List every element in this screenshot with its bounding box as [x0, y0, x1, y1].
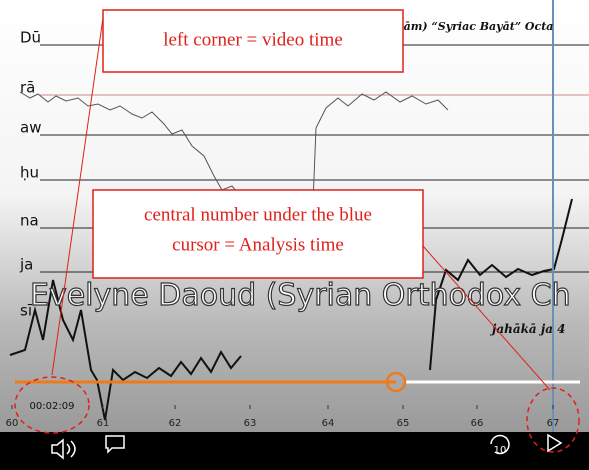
video-title: Evelyne Daoud (Syrian Orthodox Ch [30, 278, 571, 313]
annotation-text: left corner = video time [163, 29, 343, 50]
time-tick-label: 63 [244, 418, 257, 429]
time-tick-label: 65 [397, 418, 410, 429]
video-player: Dūrāawḥunajasī (maqām) “Syriac Bayāt” Oc… [0, 0, 589, 470]
pitch-label: Dū [20, 29, 41, 47]
time-tick-label: 64 [322, 418, 335, 429]
time-tick-label: 62 [169, 418, 182, 429]
time-tick-label: 66 [471, 418, 484, 429]
time-tick-label: 60 [6, 418, 19, 429]
pitch-label: ḥu [20, 164, 39, 182]
pitch-label: ja [19, 256, 33, 274]
video-time: 00:02:09 [30, 401, 75, 412]
rewind-seconds: 10 [494, 445, 507, 456]
annotation-text: cursor = Analysis time [172, 234, 344, 255]
page: Dūrāawḥunajasī (maqām) “Syriac Bayāt” Oc… [0, 0, 589, 470]
pitch-label: na [20, 212, 39, 230]
pitch-label: rā [20, 79, 35, 97]
annotation-text: central number under the blue [144, 204, 372, 225]
section-label: jahākā ja 4 [490, 322, 566, 336]
time-tick-label: 61 [97, 418, 110, 429]
pitch-label: aw [20, 119, 41, 137]
time-tick-label: 67 [547, 418, 560, 429]
